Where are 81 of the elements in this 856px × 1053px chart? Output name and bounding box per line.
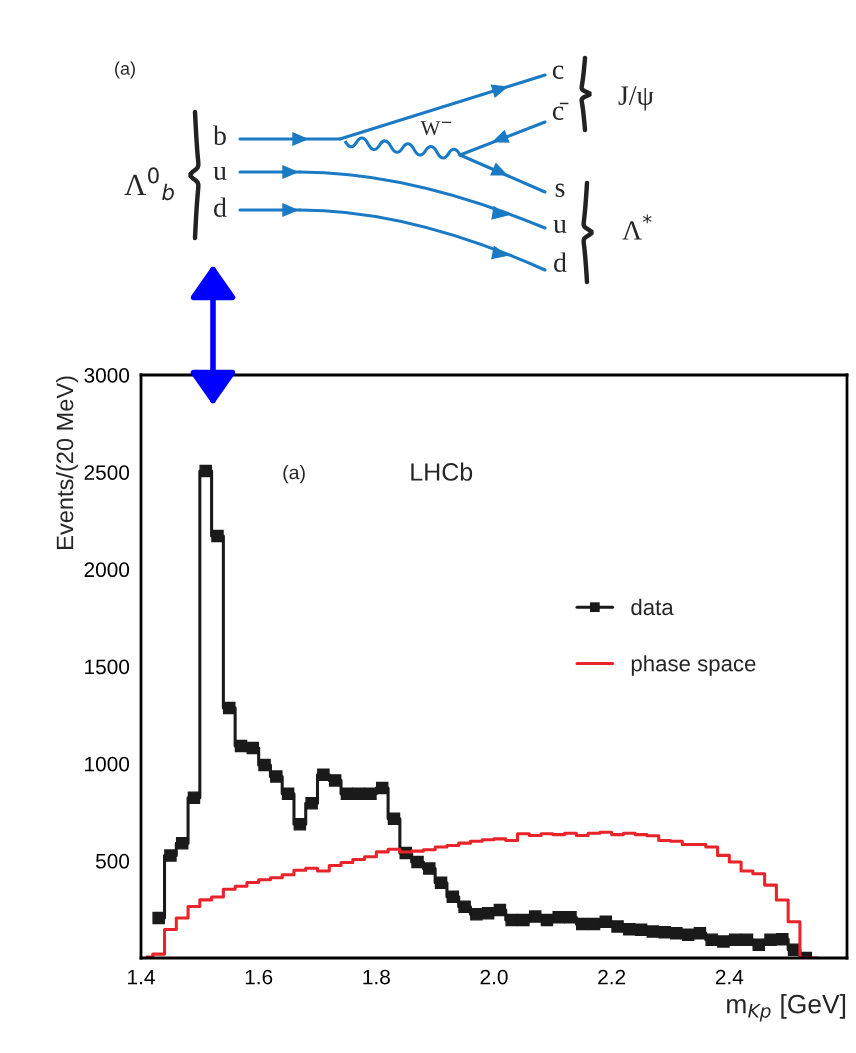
text: d: [214, 197, 227, 217]
point: [387, 812, 401, 825]
point: [317, 768, 330, 781]
point: [175, 837, 189, 850]
point: [246, 741, 260, 755]
point: [740, 933, 754, 946]
y-tick-label: 1500: [85, 659, 130, 675]
point: [681, 928, 695, 942]
point: [517, 913, 530, 927]
legend-label: data: [631, 598, 674, 616]
text: u: [213, 166, 227, 180]
point: [375, 781, 389, 795]
text: Λ$^{0}$$_{b}$: [124, 167, 174, 201]
text: J/ψ: [618, 86, 654, 111]
point: [646, 925, 660, 938]
y-tick-label: 3000: [84, 368, 130, 383]
point: [728, 933, 742, 946]
y-tick-label: 2000: [84, 562, 130, 578]
point: [670, 926, 683, 940]
point: [364, 787, 377, 801]
point: [611, 920, 624, 933]
point: [270, 770, 283, 783]
annotation: LHCb: [411, 462, 473, 481]
point: [575, 917, 589, 931]
text: u: [553, 219, 567, 233]
text: c: [552, 65, 564, 79]
point: [458, 900, 471, 913]
point: [493, 903, 507, 917]
point: [164, 849, 177, 862]
y-tick-label: 500: [95, 853, 130, 869]
point: [776, 932, 789, 946]
text: Λ$^{*}$: [622, 214, 652, 240]
point: [658, 925, 671, 939]
point: [470, 908, 483, 921]
point: [293, 818, 307, 831]
point: [234, 739, 248, 753]
point: [423, 862, 436, 875]
point: [352, 787, 365, 801]
text: b: [213, 125, 226, 145]
point: [634, 923, 648, 937]
text: (a): [115, 61, 135, 79]
y-tick-label: 2500: [84, 465, 130, 480]
point: [764, 933, 777, 946]
x-tick-label: 2.4: [715, 969, 744, 985]
point: [258, 758, 271, 772]
x-tick-label: 2.0: [480, 969, 508, 985]
point: [281, 787, 295, 801]
text: d: [554, 252, 567, 272]
text: W$^{−}$: [420, 121, 452, 136]
point: [705, 933, 718, 946]
point: [552, 910, 565, 924]
point: [222, 701, 236, 715]
point: [717, 935, 730, 948]
x-tick-label: 1.4: [128, 969, 155, 985]
point: [199, 464, 212, 478]
annotation: (a): [283, 465, 305, 484]
point: [187, 791, 201, 804]
point: [152, 911, 165, 925]
x-tick-label: 1.6: [245, 969, 273, 985]
text: s: [555, 183, 565, 197]
point: [305, 797, 318, 810]
point: [587, 917, 601, 931]
point: [481, 907, 495, 920]
point: [693, 926, 707, 940]
point: [446, 890, 460, 904]
x-tick-label: 2.2: [598, 969, 626, 985]
point: [211, 529, 224, 543]
y-tick-label: 1000: [85, 756, 130, 772]
point: [328, 774, 342, 787]
point: [434, 876, 448, 890]
point: [623, 922, 636, 936]
legend-label: phase space: [631, 655, 756, 676]
x-tick-label: 1.8: [363, 969, 390, 985]
point: [505, 913, 518, 927]
x-axis-title: m$_{Kp}$ [GeV]: [727, 994, 846, 1022]
point: [411, 855, 424, 869]
point: [528, 910, 542, 923]
point: [752, 938, 766, 952]
y-axis-title: Events/(20 MeV): [55, 376, 78, 549]
point: [564, 910, 577, 924]
text: c̄: [552, 102, 569, 120]
